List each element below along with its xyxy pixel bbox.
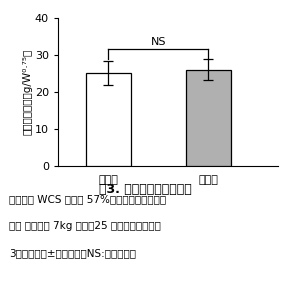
Bar — [186, 70, 231, 166]
Text: ち、 配合飼料 7kg 併給、25 ヵ月齢黒毛和種各: ち、 配合飼料 7kg 併給、25 ヵ月齢黒毛和種各 — [9, 221, 161, 231]
Text: 嘦3. 肥育牛による採食量: 嘦3. 肥育牛による採食量 — [99, 183, 191, 196]
Bar — [86, 73, 130, 166]
Y-axis label: 日乾物摂食量（g/W⁰·⁷⁵）: 日乾物摂食量（g/W⁰·⁷⁵） — [22, 49, 32, 135]
Text: 注）給与 WCS は水分 57%の黄熟期あきたこま: 注）給与 WCS は水分 57%の黄熟期あきたこま — [9, 195, 166, 205]
Text: 3頭の平均値±標準偏差、NS:有意差無し: 3頭の平均値±標準偏差、NS:有意差無し — [9, 248, 136, 258]
Text: NS: NS — [151, 37, 166, 47]
